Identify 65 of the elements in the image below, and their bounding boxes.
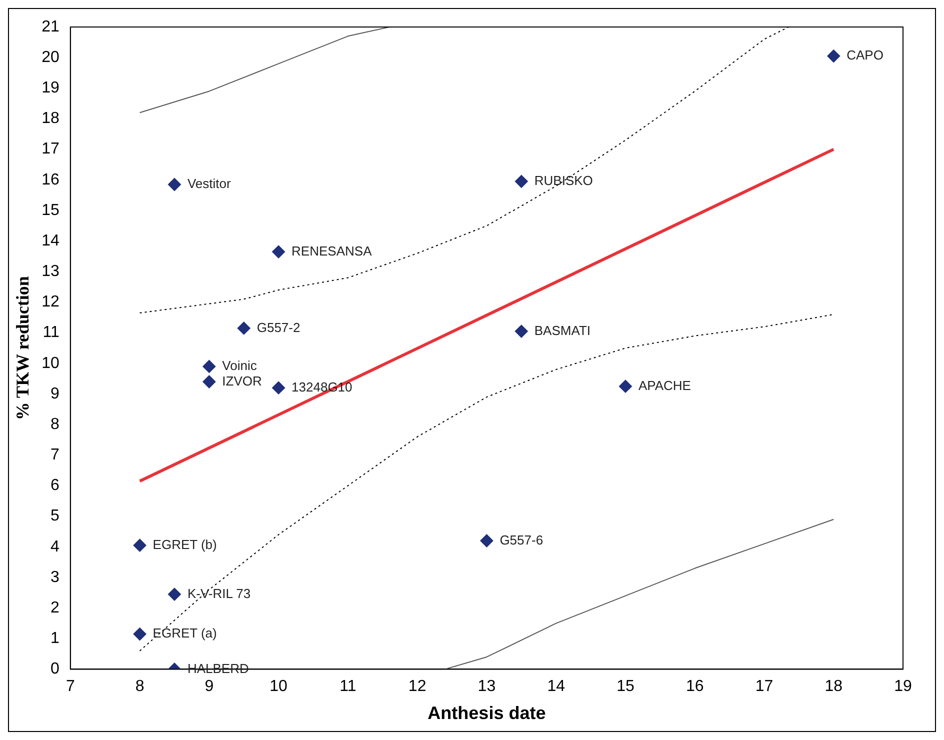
annotation: EGRET (b)	[152, 536, 217, 552]
x-tick-label: 9	[204, 678, 214, 696]
x-tick-label: 17	[755, 678, 774, 696]
x-tick-label: 13	[478, 678, 496, 696]
annotation: EGRET (a)	[152, 626, 217, 641]
point	[514, 174, 528, 188]
point	[514, 324, 528, 338]
y-tick-label: 5	[50, 508, 60, 525]
y-tick-label: 9	[50, 385, 60, 402]
x-tick-label: 19	[894, 678, 912, 696]
point	[133, 628, 146, 641]
x-tick-label: 7	[66, 678, 75, 696]
y-tick-label: 8	[50, 416, 60, 433]
y-tick-label: 4	[50, 538, 60, 556]
x-tick-label: 12	[408, 678, 426, 696]
point	[202, 375, 216, 388]
y-tick-label: 14	[42, 232, 60, 250]
point	[168, 588, 181, 601]
y-tick-label: 7	[50, 446, 60, 464]
line-series	[139, 314, 834, 652]
y-tick-label: 3	[50, 568, 60, 586]
point	[480, 534, 494, 548]
annotation: G557-6	[500, 532, 544, 548]
annotation: RUBISKO	[534, 173, 593, 188]
point	[827, 50, 840, 63]
annotation: K-V-RIL 73	[187, 586, 251, 601]
point	[237, 322, 250, 335]
annotation: IZVOR	[222, 373, 262, 388]
annotation: BASMATI	[534, 322, 590, 338]
annotation: Voinic	[222, 358, 258, 374]
y-tick-label: 0	[50, 660, 60, 678]
y-tick-label: 16	[42, 171, 60, 188]
point	[168, 178, 181, 191]
y-axis-title: % TKW reduction	[12, 276, 32, 420]
y-tick-label: 19	[42, 80, 60, 97]
annotation: G557-2	[256, 320, 300, 335]
x-tick-label: 15	[616, 678, 634, 696]
point	[272, 245, 286, 258]
x-axis-title: Anthesis date	[428, 703, 546, 724]
y-tick-label: 15	[42, 202, 60, 219]
y-tick-label: 2	[50, 599, 60, 616]
x-tick-label: 10	[270, 678, 288, 696]
y-tick-label: 18	[42, 110, 60, 128]
x-tick-label: 16	[686, 678, 704, 696]
y-tick-label: 12	[42, 294, 60, 311]
point	[272, 381, 286, 394]
x-tick-label: 14	[547, 678, 566, 696]
annotation: CAPO	[846, 48, 884, 63]
annotation: APACHE	[638, 378, 692, 393]
y-tick-label: 21	[42, 18, 60, 36]
y-tick-label: 17	[42, 140, 60, 158]
y-tick-label: 6	[50, 477, 60, 494]
y-tick-label: 11	[42, 324, 60, 342]
point	[202, 360, 216, 373]
y-tick-label: 10	[42, 354, 60, 372]
point	[618, 380, 632, 393]
x-tick-label: 11	[340, 678, 356, 696]
y-tick-label: 13	[42, 263, 60, 280]
annotation: RENESANSA	[292, 243, 372, 258]
y-tick-label: 1	[50, 630, 60, 648]
x-tick-label: 18	[824, 678, 843, 696]
point	[133, 538, 146, 552]
annotation: Vestitor	[187, 176, 232, 192]
x-tick-label: 8	[135, 678, 144, 696]
y-tick-label: 20	[42, 48, 60, 66]
